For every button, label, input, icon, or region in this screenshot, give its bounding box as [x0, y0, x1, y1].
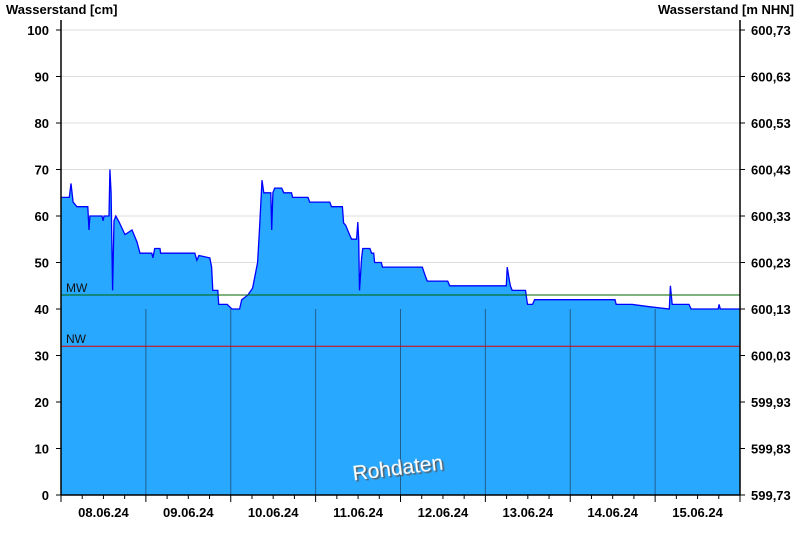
water-level-line: [61, 169, 740, 310]
right-tick-label: 599,73: [751, 488, 791, 503]
right-tick-label: 600,53: [751, 116, 791, 131]
right-tick-label: 600,23: [751, 256, 791, 271]
left-tick-label: 50: [35, 256, 49, 271]
right-tick-label: 600,43: [751, 163, 791, 178]
left-tick-label: 70: [35, 163, 49, 178]
left-tick-label: 90: [35, 70, 49, 85]
x-tick-label: 10.06.24: [248, 505, 299, 520]
reference-label-nw: NW: [66, 332, 87, 346]
right-tick-label: 600,63: [751, 70, 791, 85]
right-tick-label: 600,73: [751, 23, 791, 38]
right-tick-label: 600,13: [751, 302, 791, 317]
x-tick-label: 12.06.24: [418, 505, 469, 520]
x-tick-label: 08.06.24: [78, 505, 129, 520]
left-tick-label: 0: [42, 488, 49, 503]
reference-label-mw: MW: [66, 281, 88, 295]
x-tick-label: 13.06.24: [503, 505, 554, 520]
left-tick-label: 60: [35, 209, 49, 224]
left-tick-label: 10: [35, 442, 49, 457]
right-tick-label: 600,33: [751, 209, 791, 224]
x-tick-label: 14.06.24: [587, 505, 638, 520]
left-tick-label: 80: [35, 116, 49, 131]
left-tick-label: 30: [35, 349, 49, 364]
left-tick-label: 40: [35, 302, 49, 317]
left-tick-label: 20: [35, 395, 49, 410]
right-axis-label: Wasserstand [m NHN]: [658, 2, 794, 17]
x-tick-label: 09.06.24: [163, 505, 214, 520]
x-tick-label: 15.06.24: [672, 505, 723, 520]
left-tick-label: 100: [27, 23, 49, 38]
right-tick-label: 599,83: [751, 442, 791, 457]
right-tick-label: 599,93: [751, 395, 791, 410]
left-axis-label: Wasserstand [cm]: [6, 2, 118, 17]
right-tick-label: 600,03: [751, 349, 791, 364]
x-tick-label: 11.06.24: [333, 505, 384, 520]
